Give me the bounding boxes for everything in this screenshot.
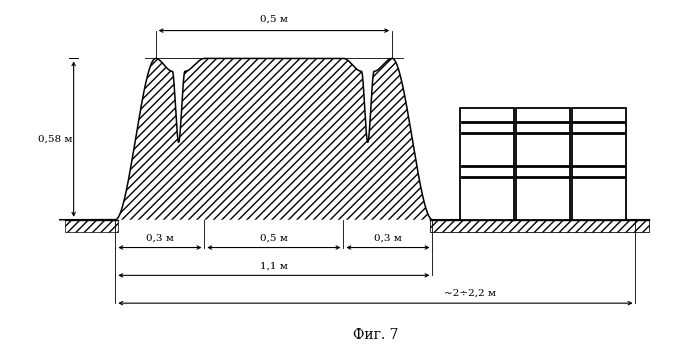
Bar [516,109,570,220]
Bar [460,109,514,220]
Text: 0,5 м: 0,5 м [260,15,288,23]
Text: Фиг. 7: Фиг. 7 [352,328,398,342]
Text: 0,58 м: 0,58 м [38,135,73,143]
Text: ~2÷2,2 м: ~2÷2,2 м [443,289,496,298]
Text: 0,5 м: 0,5 м [260,234,288,242]
Text: 1,1 м: 1,1 м [260,261,288,270]
Text: 0,3 м: 0,3 м [146,234,174,242]
Bar [572,109,625,220]
Text: 0,3 м: 0,3 м [374,234,402,242]
